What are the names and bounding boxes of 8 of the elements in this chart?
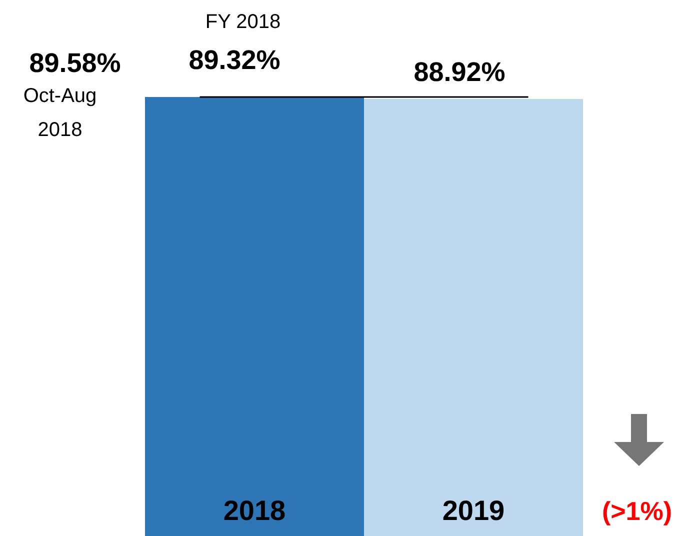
text: (>1%) (602, 496, 672, 526)
x-tick-label: 2019 (442, 495, 505, 526)
text: 89.58% (29, 48, 121, 78)
data-label: 88.92% (414, 56, 506, 87)
x-tick-label: 2018 (223, 495, 286, 526)
text: Oct-Aug 2018 (23, 85, 97, 141)
text: FY 2018 (205, 11, 281, 33)
data-label: 89.32% (188, 45, 280, 75)
